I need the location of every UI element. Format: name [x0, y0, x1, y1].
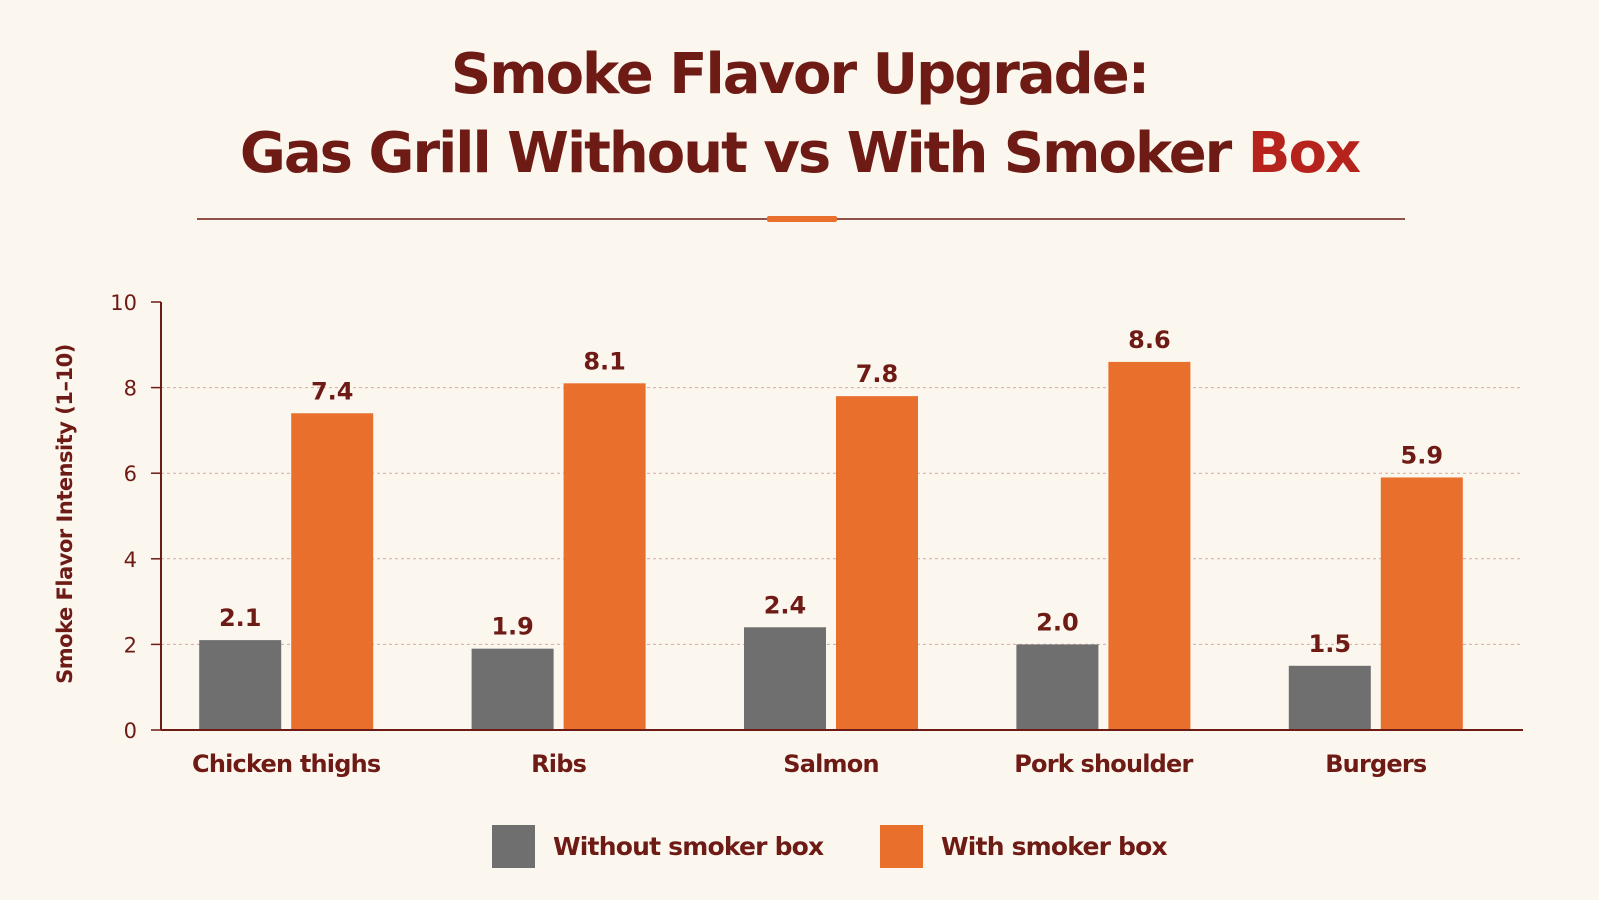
legend-swatch-with [880, 824, 923, 868]
bar-with-0 [291, 413, 374, 730]
chart-title-line-2-main: Gas Grill Without vs With Smoker [239, 121, 1248, 186]
data-label: 7.8 [856, 360, 899, 388]
y-tick-label: 2 [124, 633, 137, 657]
legend: Without smoker box With smoker box [0, 824, 1599, 870]
x-category-label: Ribs [531, 750, 586, 778]
legend-label-without: Without smoker box [553, 831, 824, 861]
bar-without-1 [471, 648, 554, 730]
data-label: 2.1 [219, 604, 262, 632]
y-tick-label: 8 [124, 377, 137, 401]
y-tick-label: 10 [110, 291, 137, 315]
x-category-label: Burgers [1325, 750, 1427, 778]
bar-with-2 [836, 396, 918, 730]
bar-without-3 [1016, 644, 1099, 730]
data-label: 2.0 [1036, 608, 1079, 636]
legend-swatch-without [492, 824, 535, 868]
bar-with-4 [1380, 477, 1463, 730]
legend-item-with: With smoker box [880, 824, 1168, 868]
x-category-label: Salmon [783, 750, 879, 778]
chart-title-line-1: Smoke Flavor Upgrade: [450, 42, 1150, 107]
data-label: 5.9 [1401, 441, 1444, 469]
labels: 0 2 4 6 8 10 2.1 7.4 Chicken thighs 1.9 8.1 Ribs 2.4… [110, 291, 1443, 778]
bar-without-2 [744, 627, 826, 730]
bar-with-1 [563, 383, 646, 730]
legend-label-with: With smoker box [941, 831, 1168, 861]
axes [151, 301, 1523, 731]
x-category-label: Chicken thighs [192, 750, 381, 778]
y-axis-title: Smoke Flavor Intensity (1–10) [53, 344, 77, 684]
data-label: 7.4 [311, 377, 354, 405]
chart-title-line-2: Gas Grill Without vs With Smoker Box [0, 126, 1599, 182]
bar-without-0 [199, 640, 282, 730]
data-label: 2.4 [764, 591, 807, 619]
x-category-label: Pork shoulder [1014, 750, 1193, 778]
data-label: 1.9 [491, 613, 534, 641]
y-tick-label: 4 [124, 548, 137, 572]
y-tick-label: 0 [124, 719, 137, 743]
title-divider [197, 216, 1405, 222]
y-tick-label: 6 [124, 462, 137, 486]
legend-item-without: Without smoker box [492, 824, 824, 868]
data-label: 1.5 [1309, 630, 1352, 658]
bar-with-3 [1108, 361, 1191, 730]
data-label: 8.1 [583, 347, 626, 375]
bar-without-4 [1288, 665, 1371, 730]
bars [199, 361, 1463, 730]
chart-title-accent-word: Box [1247, 121, 1361, 186]
data-label: 8.6 [1128, 326, 1171, 354]
